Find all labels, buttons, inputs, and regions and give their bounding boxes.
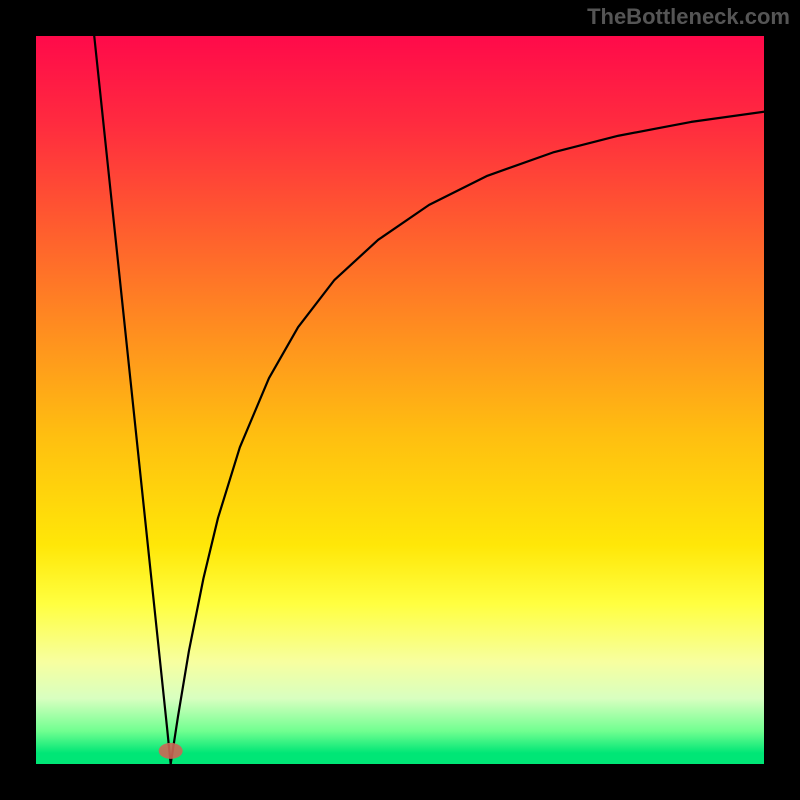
watermark-text: TheBottleneck.com [587, 4, 790, 30]
chart-svg [0, 0, 800, 800]
bottleneck-chart: TheBottleneck.com [0, 0, 800, 800]
